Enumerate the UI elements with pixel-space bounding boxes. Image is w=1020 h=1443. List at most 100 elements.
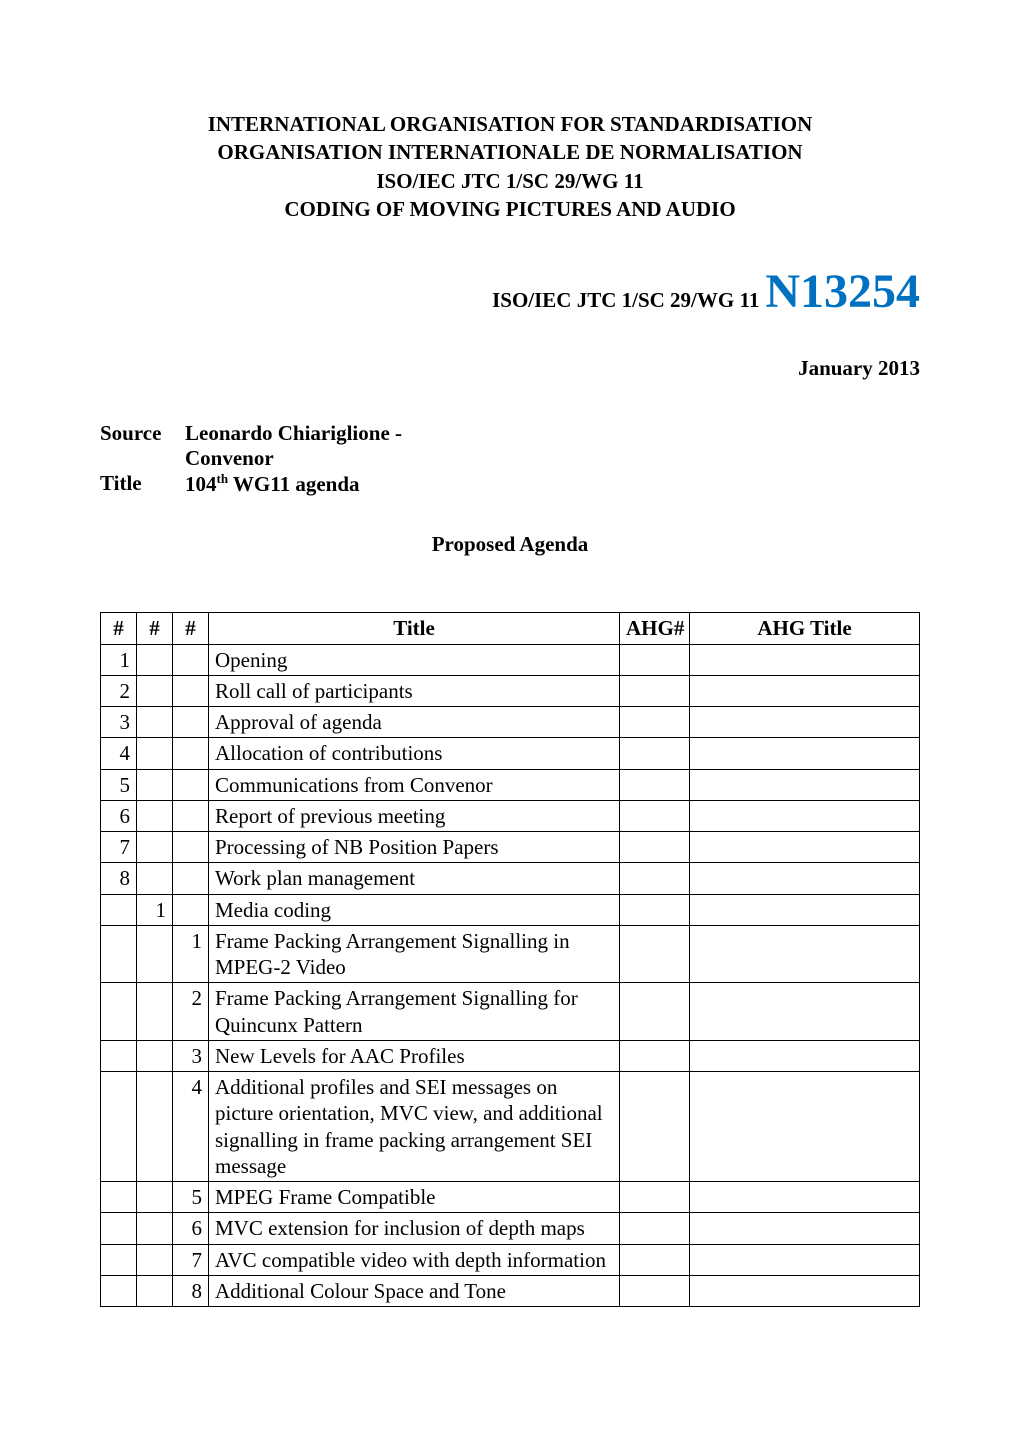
- table-row: 3Approval of agenda: [101, 707, 920, 738]
- col-header-num1: #: [101, 613, 137, 644]
- cell-num3: 1: [173, 925, 209, 983]
- cell-num2: [137, 738, 173, 769]
- cell-num1: [101, 925, 137, 983]
- header-line-1: INTERNATIONAL ORGANISATION FOR STANDARDI…: [100, 110, 920, 138]
- table-row: 7 Processing of NB Position Papers: [101, 832, 920, 863]
- cell-ahgtitle: [690, 738, 920, 769]
- cell-num2: [137, 1040, 173, 1071]
- cell-num2: [137, 1072, 173, 1182]
- cell-num1: [101, 894, 137, 925]
- cell-ahgtitle: [690, 1072, 920, 1182]
- table-row: 1Media coding: [101, 894, 920, 925]
- table-row: 4Allocation of contributions: [101, 738, 920, 769]
- cell-ahgnum: [620, 707, 690, 738]
- cell-num3: [173, 644, 209, 675]
- cell-num2: [137, 863, 173, 894]
- cell-num1: 5: [101, 769, 137, 800]
- meta-title-post: WG11 agenda: [228, 472, 359, 496]
- cell-num2: [137, 1213, 173, 1244]
- cell-title: Additional Colour Space and Tone: [209, 1275, 620, 1306]
- table-row: 2Frame Packing Arrangement Signalling fo…: [101, 983, 920, 1041]
- cell-ahgtitle: [690, 894, 920, 925]
- cell-num1: [101, 1213, 137, 1244]
- table-row: 6MVC extension for inclusion of depth ma…: [101, 1213, 920, 1244]
- cell-title: Opening: [209, 644, 620, 675]
- cell-title: Allocation of contributions: [209, 738, 620, 769]
- table-row: 8Additional Colour Space and Tone: [101, 1275, 920, 1306]
- meta-source-line1: Leonardo Chiariglione -: [185, 421, 402, 445]
- cell-num3: [173, 675, 209, 706]
- cell-ahgtitle: [690, 1275, 920, 1306]
- table-row: 4Additional profiles and SEI messages on…: [101, 1072, 920, 1182]
- cell-title: MPEG Frame Compatible: [209, 1182, 620, 1213]
- document-page: INTERNATIONAL ORGANISATION FOR STANDARDI…: [0, 0, 1020, 1367]
- col-header-ahgtitle: AHG Title: [690, 613, 920, 644]
- cell-num2: [137, 983, 173, 1041]
- cell-num2: [137, 644, 173, 675]
- cell-num2: [137, 675, 173, 706]
- cell-ahgnum: [620, 800, 690, 831]
- table-row: 7AVC compatible video with depth informa…: [101, 1244, 920, 1275]
- cell-ahgtitle: [690, 675, 920, 706]
- cell-num1: [101, 983, 137, 1041]
- meta-title-label: Title: [100, 471, 185, 497]
- agenda-header-row: # # # Title AHG# AHG Title: [101, 613, 920, 644]
- document-header: INTERNATIONAL ORGANISATION FOR STANDARDI…: [100, 110, 920, 223]
- cell-num1: 7: [101, 832, 137, 863]
- cell-num3: [173, 738, 209, 769]
- cell-num1: 1: [101, 644, 137, 675]
- cell-title: MVC extension for inclusion of depth map…: [209, 1213, 620, 1244]
- agenda-table: # # # Title AHG# AHG Title 1 Opening2Roll…: [100, 612, 920, 1307]
- cell-num3: 3: [173, 1040, 209, 1071]
- cell-num3: 2: [173, 983, 209, 1041]
- cell-num2: [137, 800, 173, 831]
- col-header-title: Title: [209, 613, 620, 644]
- cell-title: Work plan management: [209, 863, 620, 894]
- table-row: 6 Report of previous meeting: [101, 800, 920, 831]
- cell-title: Communications from Convenor: [209, 769, 620, 800]
- cell-ahgtitle: [690, 1213, 920, 1244]
- table-row: 1Frame Packing Arrangement Signalling in…: [101, 925, 920, 983]
- document-number-n: N: [765, 268, 800, 316]
- meta-source-label: Source: [100, 421, 185, 471]
- cell-title: Processing of NB Position Papers: [209, 832, 620, 863]
- cell-num2: [137, 1275, 173, 1306]
- table-row: 3New Levels for AAC Profiles: [101, 1040, 920, 1071]
- header-line-3: ISO/IEC JTC 1/SC 29/WG 11: [100, 167, 920, 195]
- cell-ahgtitle: [690, 1040, 920, 1071]
- cell-ahgnum: [620, 644, 690, 675]
- meta-title-value: 104th WG11 agenda: [185, 471, 360, 497]
- cell-ahgnum: [620, 894, 690, 925]
- table-row: 5MPEG Frame Compatible: [101, 1182, 920, 1213]
- cell-num1: 3: [101, 707, 137, 738]
- meta-title-ordinal: th: [217, 471, 229, 486]
- cell-ahgnum: [620, 675, 690, 706]
- cell-num1: 8: [101, 863, 137, 894]
- meta-source-row: Source Leonardo Chiariglione - Convenor: [100, 421, 920, 471]
- cell-num1: 6: [101, 800, 137, 831]
- cell-num1: [101, 1275, 137, 1306]
- cell-ahgtitle: [690, 1244, 920, 1275]
- cell-num2: [137, 769, 173, 800]
- cell-num2: [137, 1244, 173, 1275]
- cell-num3: [173, 769, 209, 800]
- cell-num2: [137, 1182, 173, 1213]
- cell-title: Report of previous meeting: [209, 800, 620, 831]
- cell-num3: [173, 832, 209, 863]
- cell-num3: 4: [173, 1072, 209, 1182]
- cell-num3: 7: [173, 1244, 209, 1275]
- cell-num1: [101, 1182, 137, 1213]
- meta-source-value: Leonardo Chiariglione - Convenor: [185, 421, 402, 471]
- meta-title-row: Title 104th WG11 agenda: [100, 471, 920, 497]
- header-line-2: ORGANISATION INTERNATIONALE DE NORMALISA…: [100, 138, 920, 166]
- cell-num3: 5: [173, 1182, 209, 1213]
- cell-num3: 8: [173, 1275, 209, 1306]
- cell-ahgtitle: [690, 644, 920, 675]
- cell-title: AVC compatible video with depth informat…: [209, 1244, 620, 1275]
- table-row: 2Roll call of participants: [101, 675, 920, 706]
- cell-ahgnum: [620, 1244, 690, 1275]
- cell-ahgnum: [620, 863, 690, 894]
- cell-num3: [173, 894, 209, 925]
- cell-title: Additional profiles and SEI messages on …: [209, 1072, 620, 1182]
- meta-source-line2: Convenor: [185, 446, 274, 470]
